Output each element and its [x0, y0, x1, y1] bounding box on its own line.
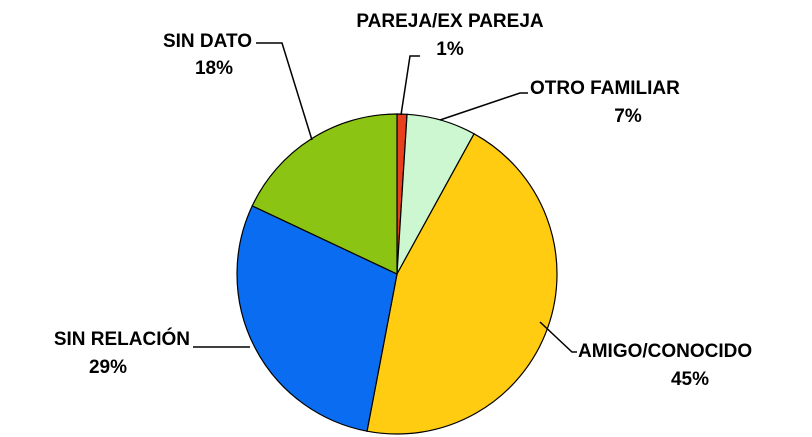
value-label: 45%: [671, 369, 709, 390]
slice-label: SIN DATO: [163, 31, 252, 52]
value-label: 18%: [195, 58, 233, 79]
slice-label: OTRO FAMILIAR: [530, 78, 680, 99]
value-label: 29%: [89, 357, 127, 378]
leader-line: [400, 55, 420, 116]
slice-label: PAREJA/EX PAREJA: [356, 11, 544, 32]
slice-label: AMIGO/CONOCIDO: [578, 341, 752, 362]
slice-label: SIN RELACIÓN: [54, 328, 190, 350]
pie-slice: [236, 205, 398, 432]
leader-line: [439, 92, 528, 121]
value-label: 7%: [614, 106, 642, 127]
value-label: 1%: [436, 39, 464, 60]
leader-line: [256, 42, 313, 141]
leader-line: [539, 321, 577, 353]
